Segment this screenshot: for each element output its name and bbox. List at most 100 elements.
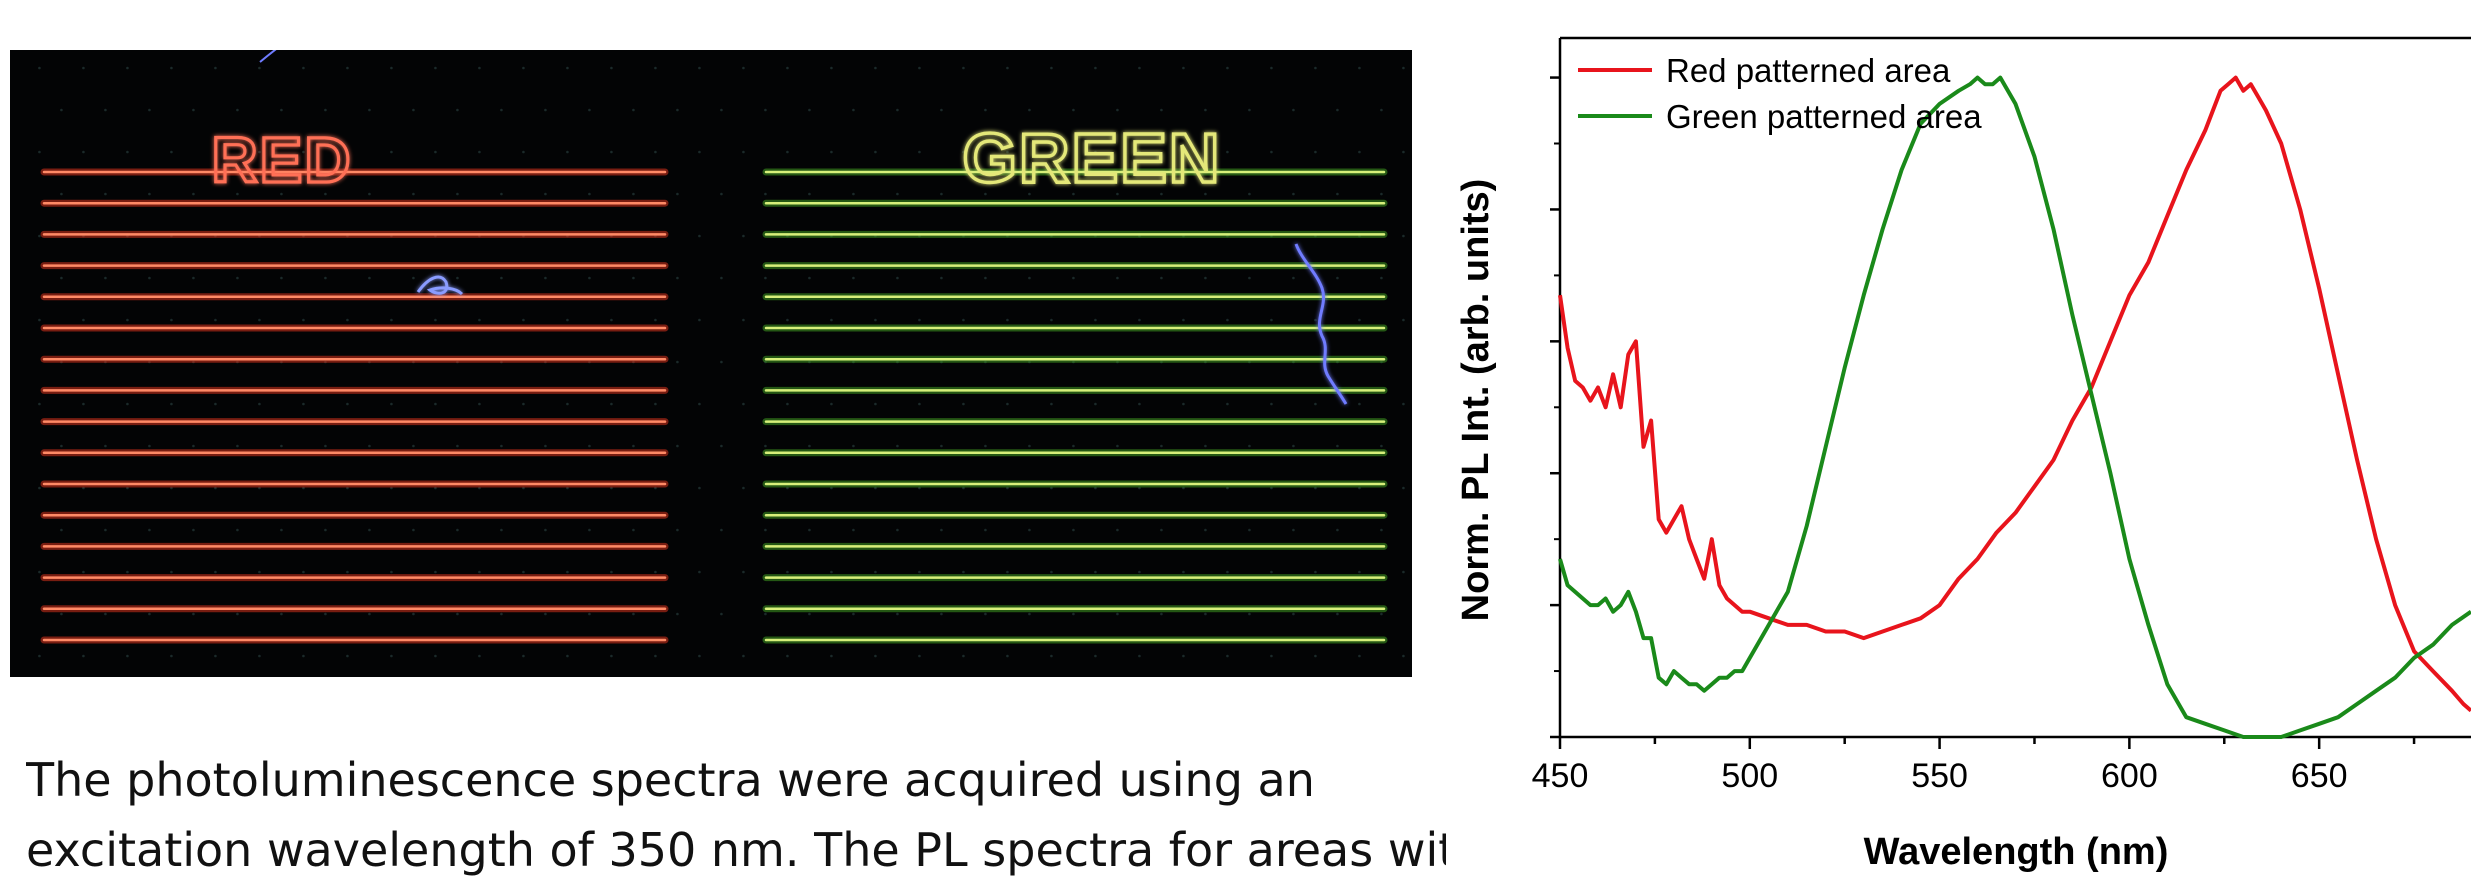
speckle-dot: [742, 570, 745, 574]
speckle-dot: [566, 402, 569, 406]
speckle-dot: [456, 108, 459, 112]
speckle-dot: [632, 192, 635, 196]
speckle-dot: [280, 612, 283, 616]
speckle-dot: [1138, 66, 1141, 70]
speckle-dot: [126, 150, 129, 154]
speckle-dot: [346, 570, 349, 574]
speckle-dot: [1292, 192, 1295, 196]
series-line: [1558, 75, 2471, 713]
speckle-dot: [126, 570, 129, 574]
speckle-dot: [588, 108, 591, 112]
speckle-dot: [1380, 528, 1383, 532]
speckle-dot: [654, 402, 657, 406]
speckle-dot: [1402, 570, 1405, 574]
speckle-dot: [742, 150, 745, 154]
speckle-dot: [808, 612, 811, 616]
speckle-dot: [962, 570, 965, 574]
speckle-dot: [1116, 612, 1119, 616]
speckle-dot: [742, 654, 745, 658]
speckle-dot: [500, 612, 503, 616]
speckle-dot: [1358, 654, 1361, 658]
speckle-dot: [1336, 612, 1339, 616]
speckle-dot: [1204, 276, 1207, 280]
speckle-dot: [1094, 570, 1097, 574]
speckle-dot: [830, 570, 833, 574]
speckle-dot: [390, 402, 393, 406]
speckle-dot: [412, 192, 415, 196]
speckle-dot: [324, 612, 327, 616]
speckle-dot: [1248, 108, 1251, 112]
speckle-dot: [280, 192, 283, 196]
speckle-dot: [1336, 444, 1339, 448]
speckle-dot: [1094, 66, 1097, 70]
speckle-dot: [1072, 108, 1075, 112]
speckle-dot: [522, 654, 525, 658]
speckle-dot: [170, 318, 173, 322]
speckle-dot: [1182, 570, 1185, 574]
speckle-dot: [566, 570, 569, 574]
speckle-dot: [236, 528, 239, 532]
speckle-dot: [1336, 108, 1339, 112]
speckle-dot: [38, 654, 41, 658]
speckle-dot: [214, 402, 217, 406]
speckle-dot: [918, 66, 921, 70]
speckle-dot: [588, 276, 591, 280]
speckle-dot: [60, 444, 63, 448]
speckle-dot: [1292, 612, 1295, 616]
speckle-dot: [830, 654, 833, 658]
speckle-dot: [742, 402, 745, 406]
speckle-dot: [1006, 654, 1009, 658]
speckle-dot: [654, 654, 657, 658]
speckle-dot: [170, 570, 173, 574]
speckle-dot: [148, 276, 151, 280]
speckle-dot: [412, 444, 415, 448]
speckle-dot: [1116, 528, 1119, 532]
speckle-dot: [918, 150, 921, 154]
speckle-dot: [962, 150, 965, 154]
legend: Red patterned area Green patterned area: [1578, 52, 1982, 135]
speckle-dot: [390, 654, 393, 658]
speckle-dot: [742, 486, 745, 490]
speckle-dot: [610, 654, 613, 658]
speckle-dot: [1050, 570, 1053, 574]
speckle-dot: [60, 276, 63, 280]
speckle-dot: [874, 150, 877, 154]
speckle-dot: [1160, 276, 1163, 280]
speckle-dot: [566, 150, 569, 154]
speckle-dot: [1402, 234, 1405, 238]
speckle-dot: [1314, 318, 1317, 322]
speckle-dot: [192, 276, 195, 280]
speckle-dot: [654, 150, 657, 154]
speckle-dot: [192, 612, 195, 616]
speckle-dot: [808, 192, 811, 196]
speckle-dot: [1358, 402, 1361, 406]
speckle-dot: [1314, 150, 1317, 154]
speckle-dot: [874, 654, 877, 658]
x-tick-label: 650: [2291, 757, 2348, 795]
speckle-dot: [214, 150, 217, 154]
speckle-dot: [1204, 612, 1207, 616]
speckle-dot: [764, 444, 767, 448]
y-axis-ticks: [1550, 76, 1560, 739]
speckle-dot: [1314, 66, 1317, 70]
caption-text: The photoluminescence spectra were acqui…: [26, 745, 1446, 880]
speckle-dot: [1292, 528, 1295, 532]
speckle-dot: [676, 108, 679, 112]
speckle-dot: [302, 66, 305, 70]
red-pattern-lines: [40, 168, 669, 644]
x-tick-label: 600: [2101, 757, 2158, 795]
speckle-dot: [324, 108, 327, 112]
speckle-dot: [148, 108, 151, 112]
speckle-dot: [1226, 570, 1229, 574]
speckle-dot: [280, 528, 283, 532]
speckle-dot: [478, 66, 481, 70]
speckle-dot: [786, 66, 789, 70]
series-layer: [1558, 75, 2471, 739]
speckle-dot: [1248, 276, 1251, 280]
speckle-dot: [1270, 654, 1273, 658]
speckle-dot: [632, 276, 635, 280]
speckle-dot: [1402, 318, 1405, 322]
speckle-dot: [1028, 444, 1031, 448]
speckle-dot: [1138, 150, 1141, 154]
speckle-dot: [940, 528, 943, 532]
